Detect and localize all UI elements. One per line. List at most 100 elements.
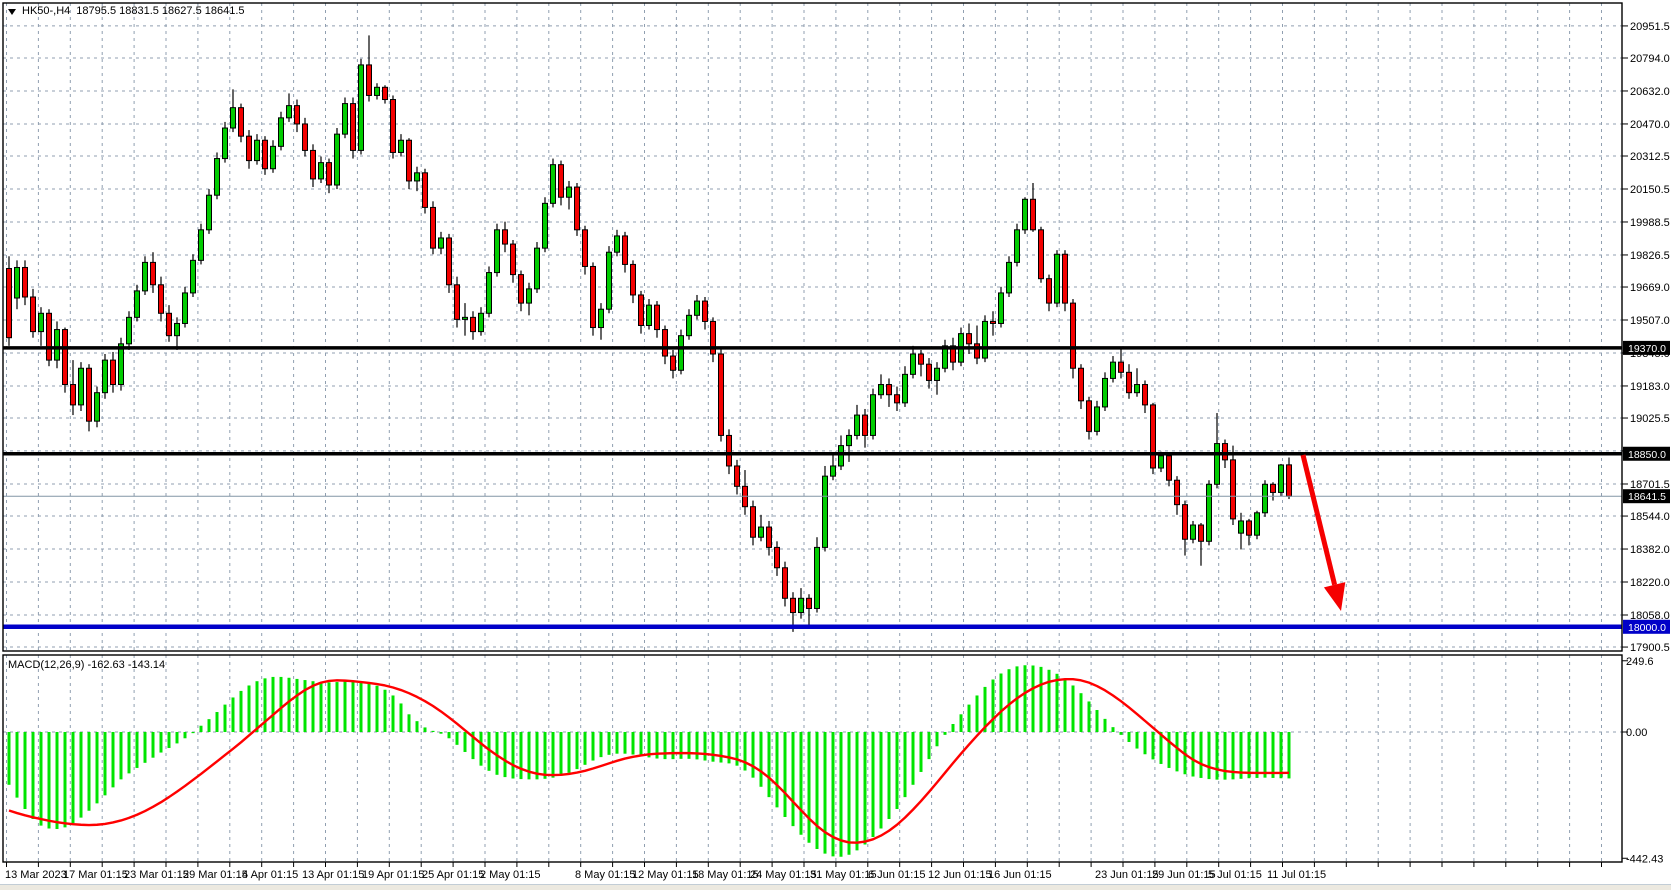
candle-body [214, 158, 220, 196]
candle-body [334, 133, 340, 186]
candle-body [622, 235, 628, 265]
candle-body [574, 186, 580, 231]
candle-body [1046, 278, 1052, 304]
candle-body [14, 266, 20, 299]
candle-body [294, 105, 300, 125]
time-axis-label: 24 May 01:15 [750, 869, 817, 881]
price-axis-label: 19025.5 [1630, 413, 1670, 425]
candle-body [806, 597, 812, 609]
candle-body [670, 355, 676, 371]
candle-body [478, 312, 484, 333]
price-axis-label: 19826.5 [1630, 250, 1670, 262]
candle-body [1134, 384, 1140, 394]
price-axis-label: 20470.0 [1630, 119, 1670, 131]
candle-body [278, 117, 284, 147]
candle-body [302, 123, 308, 151]
candle-body [86, 367, 92, 422]
candle-body [1230, 459, 1236, 520]
candle-body [534, 247, 540, 290]
candle-body [942, 345, 948, 369]
candle-body [1086, 400, 1092, 432]
candle-body [854, 414, 860, 436]
candle-body [270, 145, 276, 170]
candle-body [94, 392, 100, 422]
price-badge-label: 18641.5 [1628, 491, 1666, 503]
time-axis-label: 12 Jun 01:15 [928, 869, 992, 881]
candle-body [766, 526, 772, 548]
price-badge [1623, 489, 1670, 504]
window-bottom-edge [0, 884, 1671, 890]
candle-body [142, 261, 148, 292]
candle-body [686, 314, 692, 337]
candle-body [974, 343, 980, 359]
candle-body [206, 194, 212, 231]
price-axis-zone[interactable] [1623, 3, 1671, 862]
candle-body [1110, 361, 1116, 379]
candle-body [918, 353, 924, 365]
candle-body [550, 164, 556, 204]
candle-body [934, 367, 940, 381]
candle-body [702, 300, 708, 322]
candle-body [286, 105, 292, 119]
candle-body [1286, 464, 1292, 497]
candle-body [878, 384, 884, 396]
price-axis-label: 18544.0 [1630, 511, 1670, 523]
price-axis-label: 20632.0 [1630, 86, 1670, 98]
candle-body [1142, 384, 1148, 406]
candle-body [606, 251, 612, 310]
candle-body [1254, 512, 1260, 536]
candle-body [30, 296, 36, 333]
candle-body [758, 526, 764, 538]
candle-body [22, 266, 28, 298]
candle-body [1158, 455, 1164, 469]
candle-body [926, 363, 932, 381]
candle-body [134, 290, 140, 318]
chart-title-bar: HK50-,H4 18795.5 18831.5 18627.5 18641.5 [8, 5, 245, 17]
candle-body [398, 139, 404, 153]
candle-body [54, 329, 60, 361]
candle-body [6, 267, 12, 339]
candle-body [454, 284, 460, 320]
candle-body [654, 304, 660, 331]
candle-body [382, 86, 388, 101]
candle-body [374, 86, 380, 96]
time-axis-label: 23 Mar 01:15 [124, 869, 189, 881]
price-axis-label: 19669.0 [1630, 282, 1670, 294]
candle-body [1030, 198, 1036, 231]
time-axis-zone[interactable] [3, 863, 1622, 883]
candle-body [614, 235, 620, 253]
candle-body [750, 506, 756, 538]
candle-body [782, 567, 788, 599]
candle-body [726, 434, 732, 467]
candle-body [254, 139, 260, 162]
candle-body [542, 202, 548, 249]
candle-body [1038, 229, 1044, 280]
time-axis-label: 17 Mar 01:15 [63, 869, 128, 881]
title-ohlc-values: 18795.5 18831.5 18627.5 18641.5 [76, 5, 245, 17]
time-axis-label: 16 Jun 01:15 [988, 869, 1052, 881]
candle-body [526, 288, 532, 304]
candle-body [1246, 520, 1252, 536]
candle-body [1078, 367, 1084, 402]
candle-body [1006, 261, 1012, 294]
time-axis-label: 8 May 01:15 [575, 869, 636, 881]
candle-body [966, 333, 972, 345]
candle-body [326, 162, 332, 186]
candle-body [910, 353, 916, 375]
candle-body [798, 597, 804, 614]
price-axis-label: 18220.0 [1630, 577, 1670, 589]
candle-body [1174, 479, 1180, 506]
candle-body [462, 316, 468, 320]
price-axis-label: 20794.0 [1630, 53, 1670, 65]
candle-body [414, 172, 420, 182]
candle-body [822, 475, 828, 548]
candle-body [1198, 524, 1204, 542]
price-axis-label: 20150.5 [1630, 184, 1670, 196]
price-axis-label: 20312.5 [1630, 151, 1670, 163]
candle-body [1222, 443, 1228, 461]
candle-body [70, 384, 76, 406]
candle-body [646, 304, 652, 326]
price-badge [1623, 619, 1670, 634]
candle-body [438, 237, 444, 249]
